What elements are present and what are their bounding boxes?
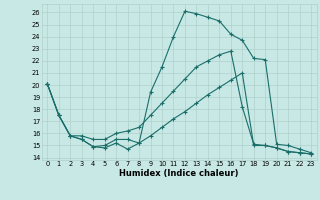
X-axis label: Humidex (Indice chaleur): Humidex (Indice chaleur) bbox=[119, 169, 239, 178]
